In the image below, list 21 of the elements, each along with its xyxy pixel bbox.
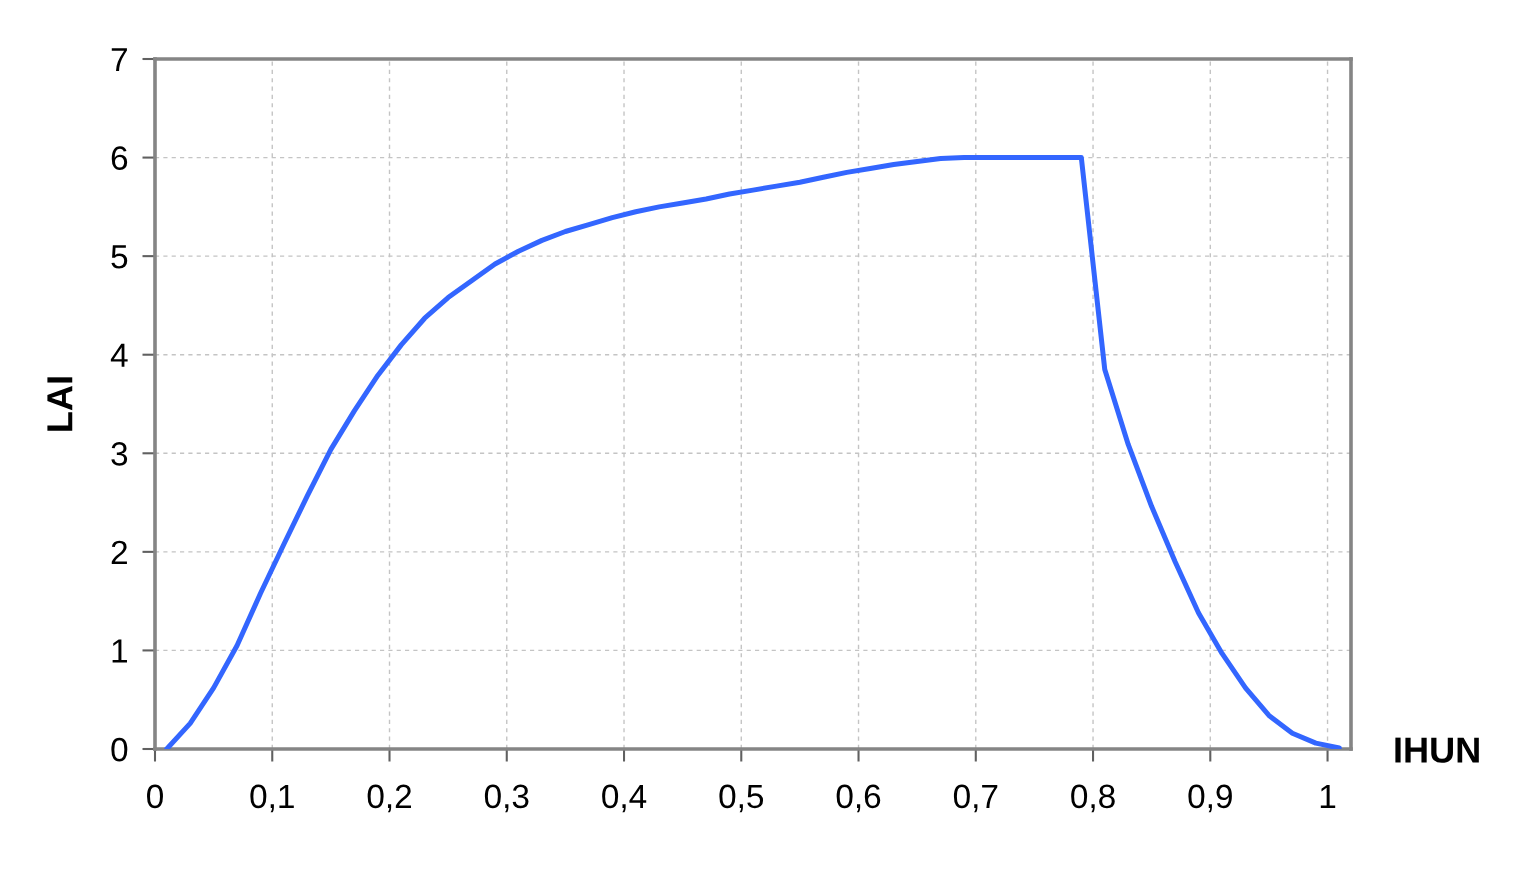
x-tick-label: 1 [1320, 784, 1336, 808]
x-tick-label: 0,6 [836, 784, 881, 813]
y-tick-label: 1 [112, 639, 127, 663]
y-tick-label: 7 [111, 48, 127, 72]
x-tick-label: 0,7 [953, 784, 998, 813]
x-tick-label: 0,1 [250, 784, 294, 813]
y-tick-label: 0 [111, 737, 128, 762]
y-tick-label: 4 [110, 343, 128, 367]
y-tick-label: 2 [111, 540, 127, 564]
y-tick-label: 6 [111, 146, 128, 170]
y-axis-title: LAI [47, 377, 73, 431]
x-axis-title: IHUN [1395, 737, 1479, 763]
x-tick-label: 0,4 [602, 784, 647, 813]
x-tick-label: 0,2 [367, 784, 412, 813]
x-tick-label: 0,9 [1188, 784, 1232, 813]
y-tick-label: 3 [111, 442, 128, 466]
y-tick-label: 5 [111, 245, 128, 269]
x-tick-label: 0,5 [719, 784, 764, 813]
x-tick-label: 0 [147, 784, 163, 809]
x-tick-label: 0,8 [1071, 784, 1115, 813]
x-tick-label: 0,3 [484, 784, 529, 813]
